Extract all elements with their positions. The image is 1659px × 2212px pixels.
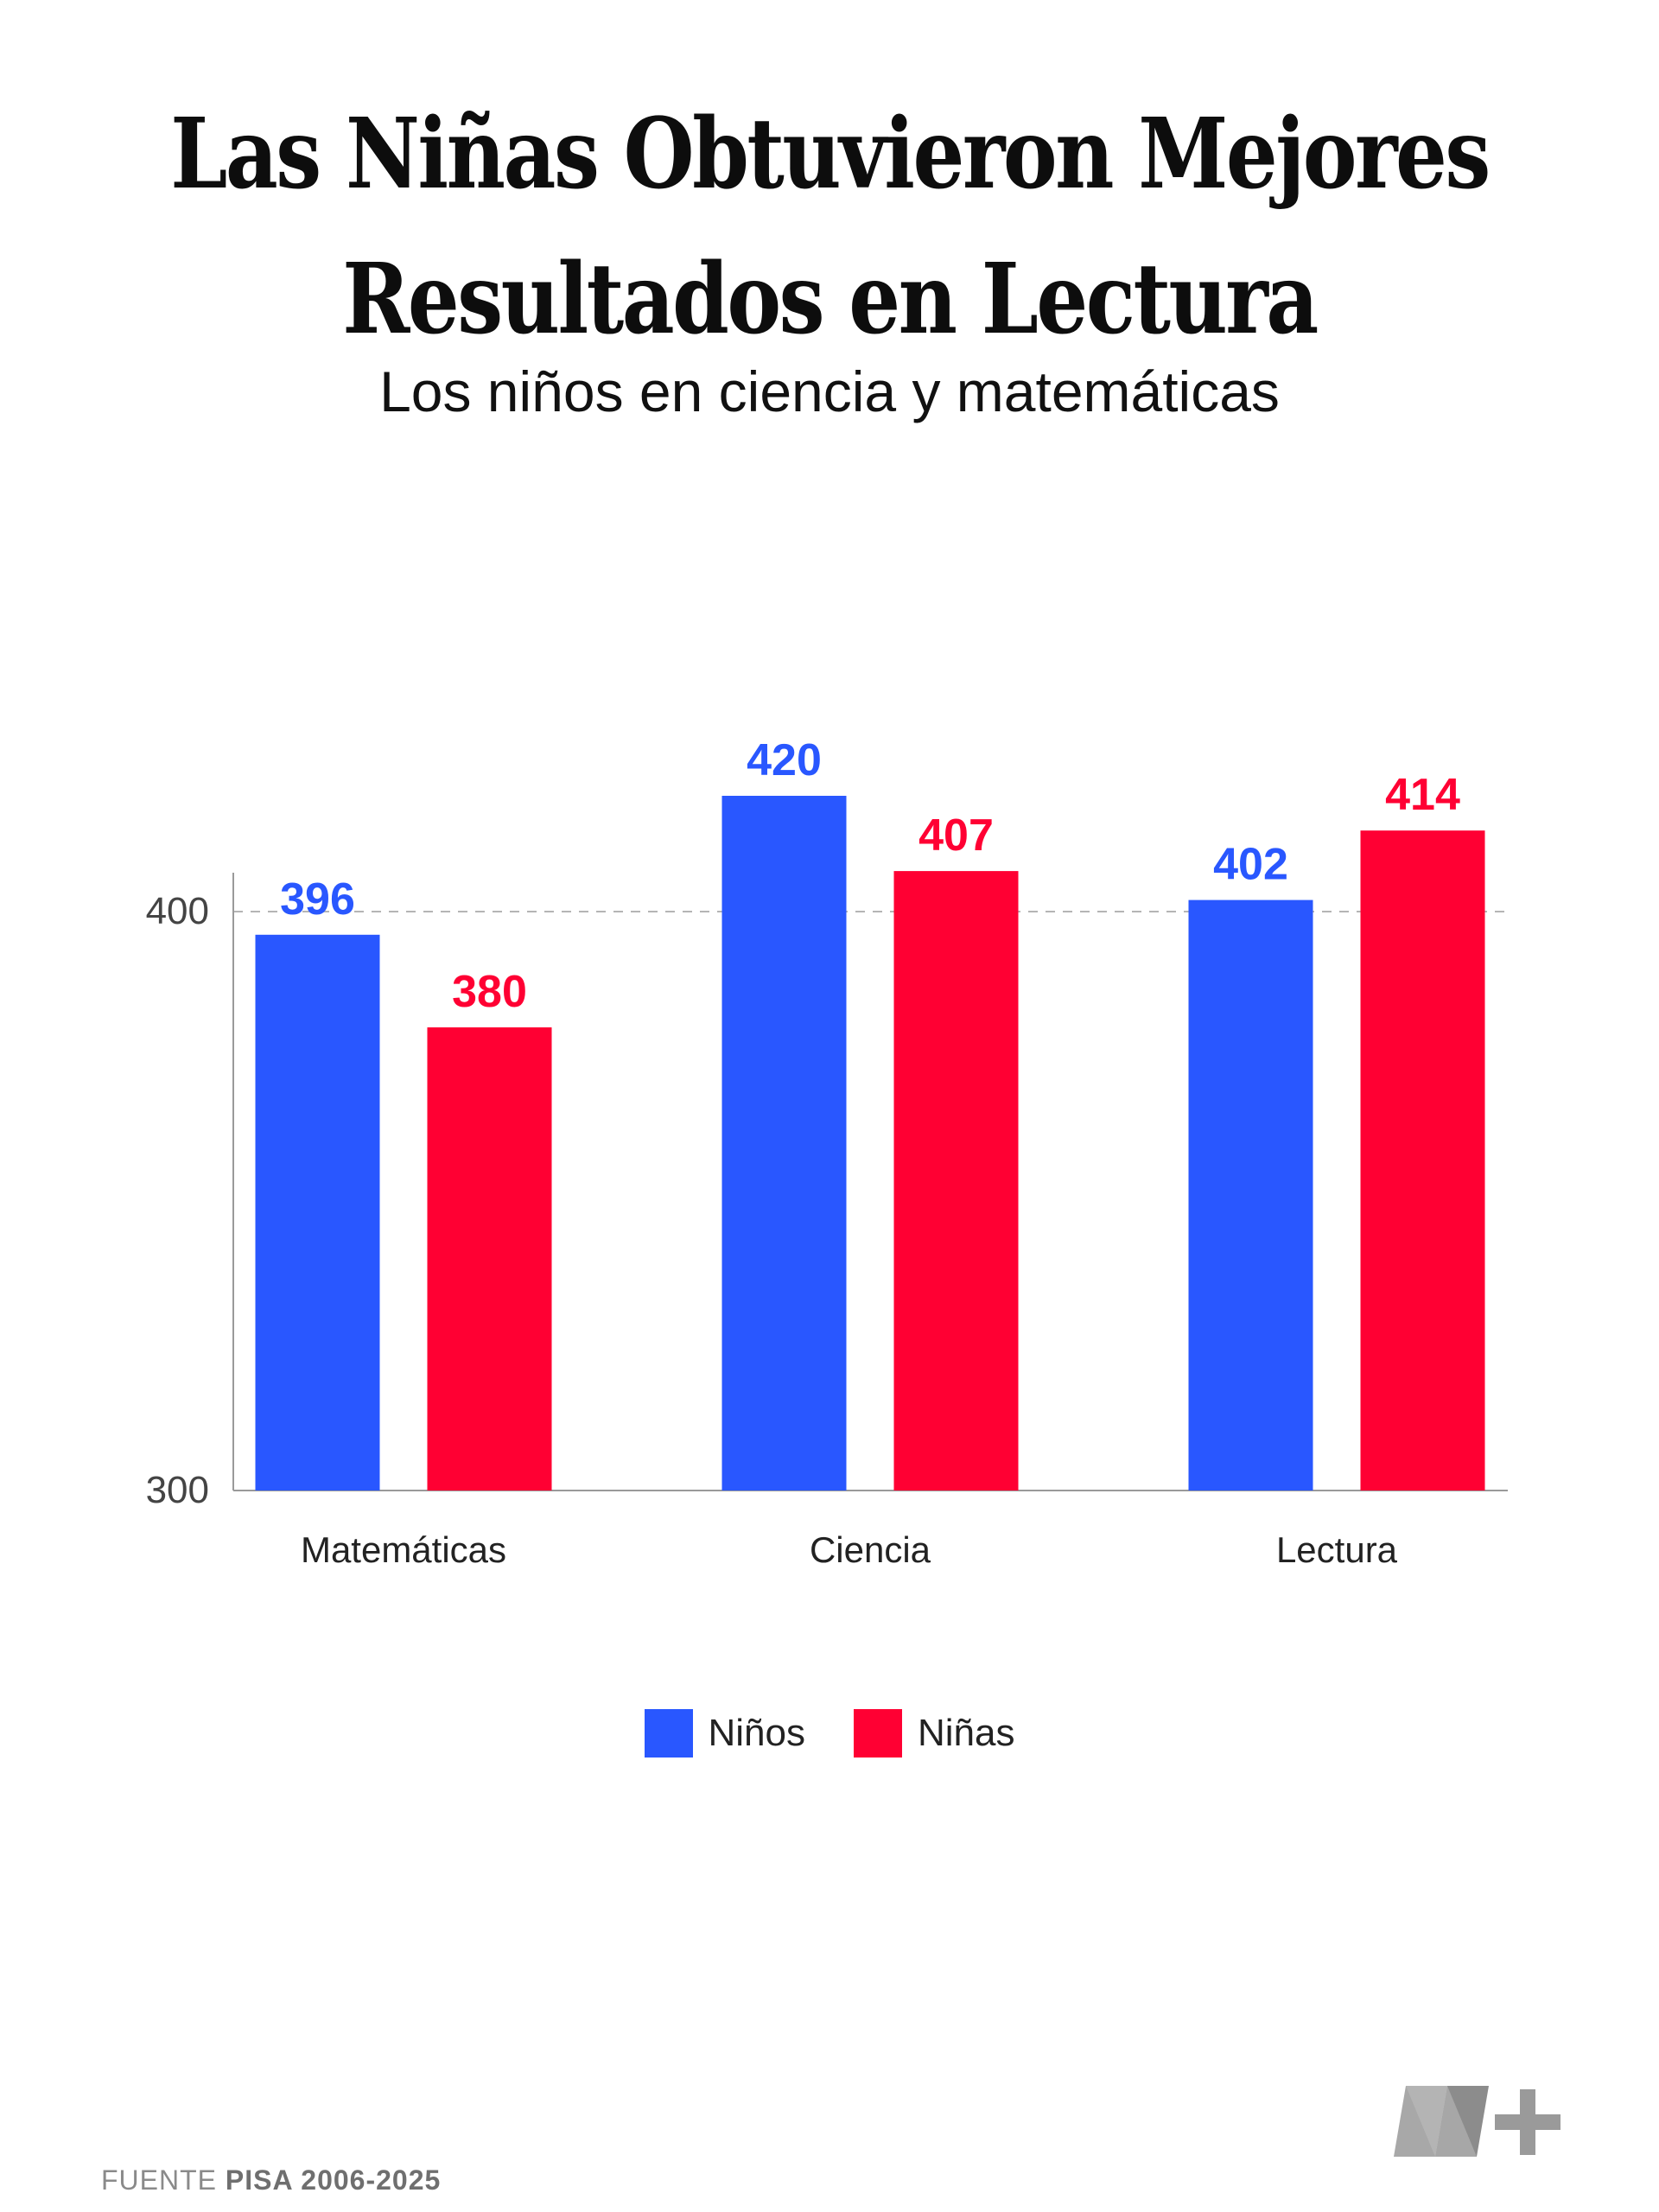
data-label-layer: 396 380 420 407 402 414 <box>280 735 1460 1017</box>
source-name: PISA 2006-2025 <box>225 2164 442 2196</box>
x-tick-label-matematicas: Matemáticas <box>301 1529 506 1570</box>
y-tick-label-400: 400 <box>146 890 209 932</box>
bar-ninas-ciencia <box>893 871 1019 1491</box>
title-line-2: Resultados en Lectura <box>342 243 1319 356</box>
data-label-ninas-ciencia: 407 <box>918 810 994 861</box>
chart-title: Las Niñas Obtuvieron Mejores Resultados … <box>133 82 1527 372</box>
data-label-ninas-matematicas: 380 <box>452 967 527 1017</box>
data-label-ninos-lectura: 402 <box>1213 840 1288 890</box>
data-label-ninos-ciencia: 420 <box>747 735 822 785</box>
bar-ninas-matematicas <box>427 1027 552 1491</box>
legend-item-ninos: Niños <box>644 1709 806 1758</box>
chart-subtitle: Los niños en ciencia y matemáticas <box>379 359 1280 423</box>
legend: Niños Niñas <box>0 1709 1659 1758</box>
bar-ninos-ciencia <box>721 796 847 1491</box>
bar-ninas-lectura <box>1360 830 1485 1491</box>
legend-swatch-ninos <box>644 1709 693 1758</box>
x-tick-label-lectura: Lectura <box>1276 1529 1398 1570</box>
axis-layer: 300 400 Matemáticas Ciencia Lectura <box>146 873 1508 1570</box>
y-tick-label-300: 300 <box>146 1469 209 1511</box>
legend-label-ninas: Niñas <box>918 1712 1015 1754</box>
bar-layer <box>255 796 1485 1491</box>
source-note: FUENTE PISA 2006-2025 <box>101 2164 441 2196</box>
n-plus-logo-icon <box>1394 2086 1560 2157</box>
data-label-ninas-lectura: 414 <box>1385 770 1460 820</box>
bar-ninos-lectura <box>1188 899 1313 1491</box>
legend-item-ninas: Niñas <box>854 1709 1015 1758</box>
bar-ninos-matematicas <box>255 934 380 1491</box>
title-line-1: Las Niñas Obtuvieron Mejores <box>170 98 1491 211</box>
source-prefix: FUENTE <box>101 2164 217 2196</box>
data-label-ninos-matematicas: 396 <box>280 874 355 925</box>
legend-label-ninos: Niños <box>708 1712 806 1754</box>
bar-chart: 300 400 Matemáticas Ciencia Lectura 396 380 42… <box>146 735 1508 1570</box>
legend-swatch-ninas <box>854 1709 902 1758</box>
x-tick-label-ciencia: Ciencia <box>810 1529 931 1570</box>
